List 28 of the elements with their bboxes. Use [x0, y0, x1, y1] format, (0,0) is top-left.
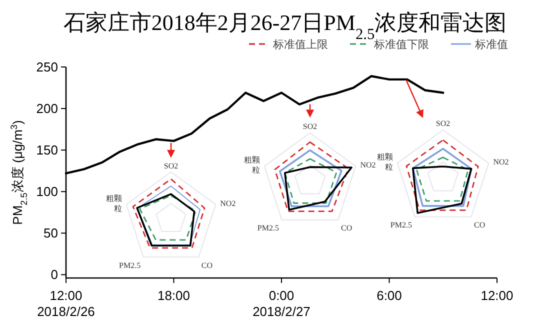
spoke-label: PM2.5 — [119, 260, 141, 270]
x-tick-label: 12:00 2018/2/26 — [37, 288, 95, 319]
spoke-label: SO2 — [164, 161, 178, 170]
y-tick-label: 50 — [44, 226, 58, 241]
x-tick-label: 18:00 — [157, 288, 190, 303]
spoke-label: SO2 — [302, 122, 318, 132]
spoke-label: PM2.5 — [390, 220, 412, 230]
spoke-label: PM2.5 — [257, 224, 279, 233]
y-tick-label: 250 — [36, 60, 58, 74]
spoke-label: 粗颗粒 — [106, 194, 122, 214]
legend-label: 标准值下限 — [373, 38, 429, 51]
spoke-label: CO — [341, 224, 352, 233]
y-tick-label: 150 — [36, 142, 58, 158]
y-tick-label: 100 — [36, 184, 58, 200]
spoke-label: NO2 — [360, 160, 376, 170]
spoke-label: 粗颗粒 — [244, 156, 260, 175]
x-tick-label: 0:00 2018/2/27 — [252, 288, 310, 319]
legend-label: 标准值 — [474, 38, 508, 51]
x-tick-label: 6:00 — [376, 288, 402, 303]
y-tick-label: 200 — [36, 101, 58, 116]
spoke-label: CO — [201, 260, 213, 270]
spoke-label: 粗颗粒 — [376, 152, 393, 172]
y-tick-label: 0 — [50, 267, 58, 282]
spoke-label: SO2 — [436, 119, 450, 128]
spoke-label: CO — [474, 220, 486, 230]
x-tick-label: 12:00 — [480, 288, 514, 303]
spoke-label: NO2 — [493, 158, 509, 167]
spoke-label: NO2 — [220, 199, 236, 208]
